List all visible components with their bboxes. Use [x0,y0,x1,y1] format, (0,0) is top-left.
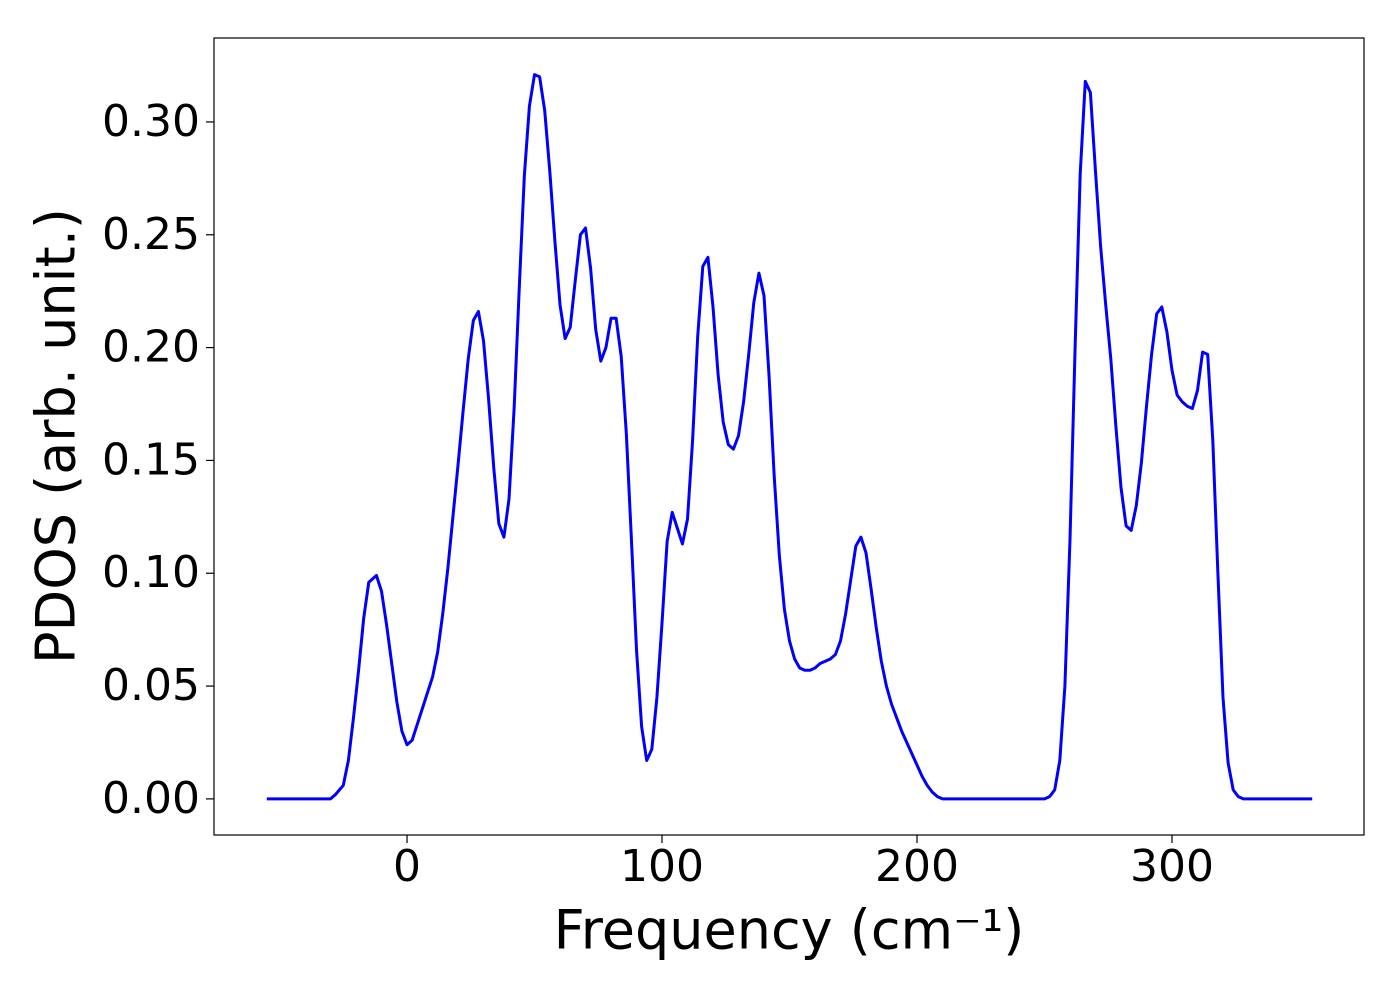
y-tick-label: 0.20 [102,322,200,373]
plot-frame [213,37,1365,836]
y-axis-label: PDOS (arb. unit.) [25,208,88,664]
data-line [266,73,1313,801]
x-tick-label: 0 [393,841,421,892]
x-axis-label: Frequency (cm⁻¹) [554,899,1025,962]
x-tick-label: 300 [1130,841,1214,892]
y-tick-label: 0.25 [102,209,200,260]
y-tick-label: 0.15 [102,434,200,485]
y-tick-label: 0.30 [102,96,200,147]
y-tick-label: 0.10 [102,547,200,598]
x-tick-label: 100 [620,841,704,892]
x-tick-label: 200 [875,841,959,892]
y-tick-label: 0.00 [102,773,200,824]
y-tick-label: 0.05 [102,660,200,711]
